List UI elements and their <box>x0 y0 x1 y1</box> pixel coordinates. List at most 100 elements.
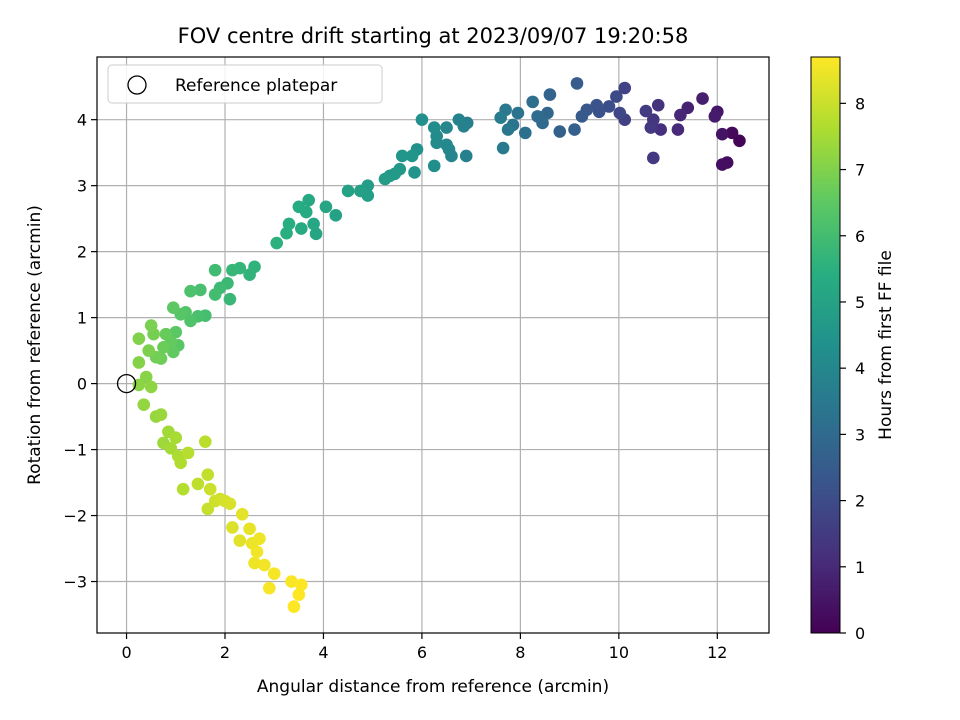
y-tick-label: 2 <box>77 243 87 262</box>
colorbar-tick-label: 6 <box>855 227 865 246</box>
data-point <box>395 149 409 163</box>
y-tick-label: 4 <box>77 111 87 130</box>
x-tick-label: 6 <box>417 643 427 662</box>
x-tick-label: 12 <box>707 643 727 662</box>
plot-frame <box>96 56 770 634</box>
colorbar-tick-label: 8 <box>855 94 865 113</box>
data-point <box>405 149 419 163</box>
data-point <box>654 123 667 136</box>
legend: Reference platepar <box>107 64 383 104</box>
data-point <box>647 151 660 165</box>
y-tick-label: −1 <box>63 441 87 460</box>
data-point <box>440 121 453 134</box>
data-point <box>568 123 581 136</box>
data-point <box>258 558 271 572</box>
x-tick-label: 2 <box>220 643 230 662</box>
data-point <box>427 121 441 134</box>
data-point <box>427 159 441 173</box>
data-point <box>157 341 170 354</box>
data-point <box>235 507 249 521</box>
data-point <box>671 123 685 136</box>
data-point <box>511 106 525 120</box>
x-ticks: 0 2 4 6 8 10 12 <box>121 633 727 662</box>
data-point <box>696 92 709 105</box>
data-point <box>644 121 658 134</box>
x-tick-label: 4 <box>318 643 328 662</box>
colorbar-label: Hours from first FF file <box>876 250 896 440</box>
data-point <box>602 100 616 113</box>
data-point <box>408 166 421 179</box>
data-point <box>181 446 195 460</box>
data-point <box>309 227 323 241</box>
data-point <box>174 456 187 470</box>
data-point <box>250 545 264 559</box>
colorbar-ticks: 0 1 2 3 4 5 6 7 8 <box>840 94 865 643</box>
data-point <box>169 431 183 445</box>
colorbar-tick-label: 3 <box>855 425 865 444</box>
data-point <box>199 435 212 448</box>
data-point <box>144 380 158 394</box>
data-point <box>167 301 180 315</box>
data-point <box>287 600 301 613</box>
data-point <box>169 325 183 339</box>
data-point <box>341 184 355 198</box>
data-point <box>543 88 557 101</box>
y-ticks: −3 −2 −1 0 1 2 3 4 <box>63 111 97 592</box>
data-point <box>725 126 739 140</box>
data-point <box>184 284 197 298</box>
reference-platepar-marker <box>116 373 137 394</box>
data-point <box>137 398 151 412</box>
data-point <box>575 110 589 123</box>
reference-marker <box>116 373 137 394</box>
data-point <box>295 222 308 235</box>
data-point <box>715 127 729 141</box>
y-tick-label: 0 <box>77 375 87 394</box>
y-tick-label: −2 <box>63 507 87 526</box>
y-tick-label: 1 <box>77 309 87 328</box>
data-point <box>553 125 567 138</box>
data-point <box>378 172 392 186</box>
colorbar-tick-label: 2 <box>855 492 865 511</box>
data-point <box>243 268 256 282</box>
data-point <box>639 104 653 118</box>
data-point <box>733 134 746 148</box>
data-point <box>415 113 429 126</box>
data-point <box>292 588 306 602</box>
data-point <box>610 90 623 103</box>
colorbar: 0 1 2 3 4 5 6 7 8 Hours from first FF file <box>810 56 896 643</box>
data-point <box>452 113 466 126</box>
colorbar-tick-label: 1 <box>855 558 865 577</box>
data-point <box>440 138 453 152</box>
data-point <box>715 158 729 171</box>
data-point <box>142 344 155 357</box>
x-axis-label: Angular distance from reference (arcmin) <box>257 677 609 697</box>
data-point <box>233 534 247 547</box>
x-tick-label: 0 <box>121 643 131 662</box>
data-point <box>226 521 239 534</box>
y-axis-label: Rotation from reference (arcmin) <box>25 205 45 485</box>
data-point <box>132 356 146 369</box>
data-point <box>203 482 217 496</box>
data-point <box>191 477 205 491</box>
data-point <box>194 283 207 297</box>
data-point <box>167 345 180 359</box>
legend-frame <box>107 64 383 104</box>
data-point <box>651 98 665 112</box>
data-point <box>319 200 333 214</box>
data-point <box>526 95 539 109</box>
data-point <box>176 482 190 496</box>
data-point <box>132 332 146 346</box>
data-point <box>164 441 178 455</box>
data-point <box>519 126 532 140</box>
data-point <box>223 292 237 306</box>
data-point <box>263 581 276 595</box>
chart-title: FOV centre drift starting at 2023/09/07 … <box>178 24 689 48</box>
data-point <box>295 578 308 592</box>
colorbar-tick-label: 0 <box>855 624 865 643</box>
data-point <box>144 319 158 332</box>
colorbar-tick-label: 7 <box>855 161 865 180</box>
data-point <box>248 556 261 570</box>
data-point <box>590 98 603 112</box>
data-point <box>494 111 507 125</box>
